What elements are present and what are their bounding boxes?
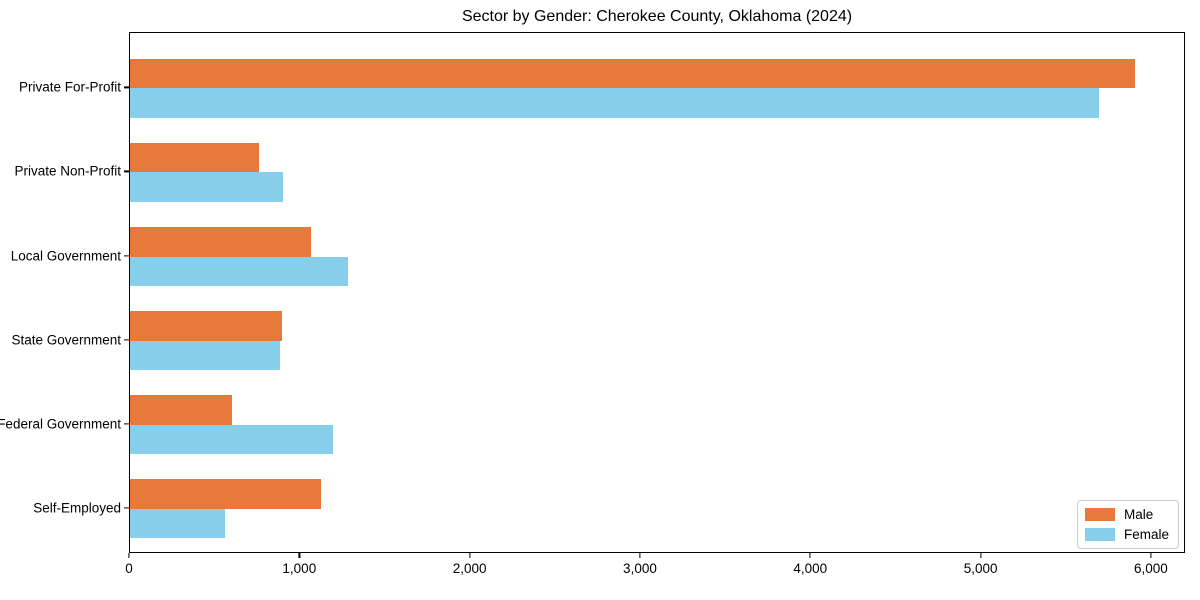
bar-male-3 [130,311,282,341]
y-tick-label: Self-Employed [33,500,121,516]
y-tick-mark [124,338,129,341]
bar-male-0 [130,59,1135,89]
x-tick-label: 3,000 [623,561,657,576]
bar-female-0 [130,88,1100,118]
x-tick-mark [980,553,982,558]
x-tick-label: 2,000 [452,561,487,576]
bar-female-5 [130,508,226,539]
legend-swatch-female-icon [1084,528,1115,541]
y-tick-mark [124,507,129,509]
bar-male-1 [130,143,260,173]
x-tick-label: 5,000 [963,561,998,576]
y-tick-label: Local Government [10,248,121,264]
legend-label-male: Male [1123,507,1154,522]
legend: Male Female [1076,500,1179,549]
legend-entry-male: Male [1084,507,1169,522]
chart-title: Sector by Gender: Cherokee County, Oklah… [461,8,853,25]
y-tick-mark [124,422,129,425]
x-tick-mark [639,553,641,558]
y-tick-mark [124,86,129,89]
bar-female-2 [130,256,348,286]
x-tick-mark [128,553,130,558]
y-tick-label: Private Non-Profit [14,163,121,179]
y-tick-label: Federal Government [0,416,121,432]
bar-male-2 [130,227,311,257]
x-tick-label: 0 [125,561,133,576]
x-tick-label: 6,000 [1134,561,1168,576]
y-tick-mark [124,170,129,173]
bar-male-5 [130,479,321,509]
x-tick-mark [1150,553,1152,558]
x-tick-mark [469,553,471,558]
legend-entry-female: Female [1084,527,1169,542]
x-tick-mark [809,553,811,558]
plot-area [129,32,1185,553]
y-tick-mark [124,254,129,257]
bar-female-3 [130,340,280,370]
legend-swatch-male-icon [1084,508,1115,521]
x-tick-label: 1,000 [282,561,317,576]
bar-female-1 [130,172,284,202]
y-tick-label: State Government [11,332,121,348]
x-tick-label: 4,000 [793,561,828,576]
y-tick-label: Private For-Profit [18,79,121,95]
bar-male-4 [130,395,233,425]
legend-label-female: Female [1123,527,1169,542]
bar-female-4 [130,424,333,454]
x-tick-mark [298,553,300,558]
